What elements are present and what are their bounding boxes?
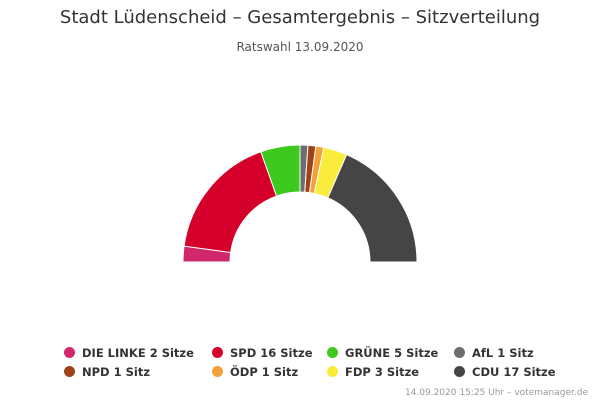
legend-name: AfL	[472, 345, 494, 360]
legend-dot-fdp	[327, 366, 338, 377]
legend-item-gruene[interactable]: GRÜNE 5 Sitze	[327, 346, 454, 360]
legend-name: CDU	[472, 364, 500, 379]
legend-name: NPD	[82, 364, 110, 379]
legend-name: FDP	[345, 364, 371, 379]
legend-dot-gruene	[327, 347, 338, 358]
legend-dot-oedp	[212, 366, 223, 377]
legend-count: 16 Sitze	[260, 345, 313, 360]
legend-count: 1 Sitz	[113, 364, 151, 379]
legend-item-fdp[interactable]: FDP 3 Sitze	[327, 365, 454, 379]
seat-segment-spd[interactable]	[183, 151, 278, 254]
legend-dot-cdu	[454, 366, 465, 377]
credits-text[interactable]: 14.09.2020 15:25 Uhr – votemanager.de	[404, 388, 588, 398]
legend-count: 2 Sitze	[149, 345, 194, 360]
legend-dot-npd	[64, 366, 75, 377]
legend-item-cdu[interactable]: CDU 17 Sitze	[454, 364, 556, 379]
chart-subtitle: Ratswahl 13.09.2020	[236, 40, 364, 54]
legend-item-oedp[interactable]: ÖDP 1 Sitz	[212, 365, 327, 379]
legend-name: GRÜNE	[345, 345, 391, 360]
legend-count: 1 Sitz	[497, 345, 534, 360]
legend-name: ÖDP	[230, 364, 258, 379]
legend-count: 17 Sitze	[503, 364, 556, 379]
legend-row-1: DIE LINKE 2 Sitze SPD 16 Sitze GRÜNE 5 S…	[64, 343, 544, 362]
chart-legend: DIE LINKE 2 Sitze SPD 16 Sitze GRÜNE 5 S…	[64, 343, 556, 381]
legend-dot-afl	[454, 347, 465, 358]
legend-count: 3 Sitze	[374, 364, 420, 379]
legend-item-die-linke[interactable]: DIE LINKE 2 Sitze	[64, 346, 212, 360]
legend-count: 5 Sitze	[394, 345, 439, 360]
legend-name: DIE LINKE	[82, 345, 146, 360]
legend-item-npd[interactable]: NPD 1 Sitz	[64, 365, 212, 379]
legend-item-spd[interactable]: SPD 16 Sitze	[212, 346, 327, 360]
legend-dot-die-linke	[64, 347, 75, 358]
legend-count: 1 Sitz	[261, 364, 299, 379]
chart-title: Stadt Lüdenscheid – Gesamtergebnis – Sit…	[59, 7, 541, 28]
legend-row-2: NPD 1 Sitz ÖDP 1 Sitz FDP 3 Sitze CDU 17…	[64, 362, 556, 381]
legend-name: SPD	[230, 345, 257, 360]
seat-segment-cdu[interactable]	[327, 154, 418, 263]
legend-item-afl[interactable]: AfL 1 Sitz	[454, 346, 544, 360]
legend-dot-spd	[212, 347, 223, 358]
